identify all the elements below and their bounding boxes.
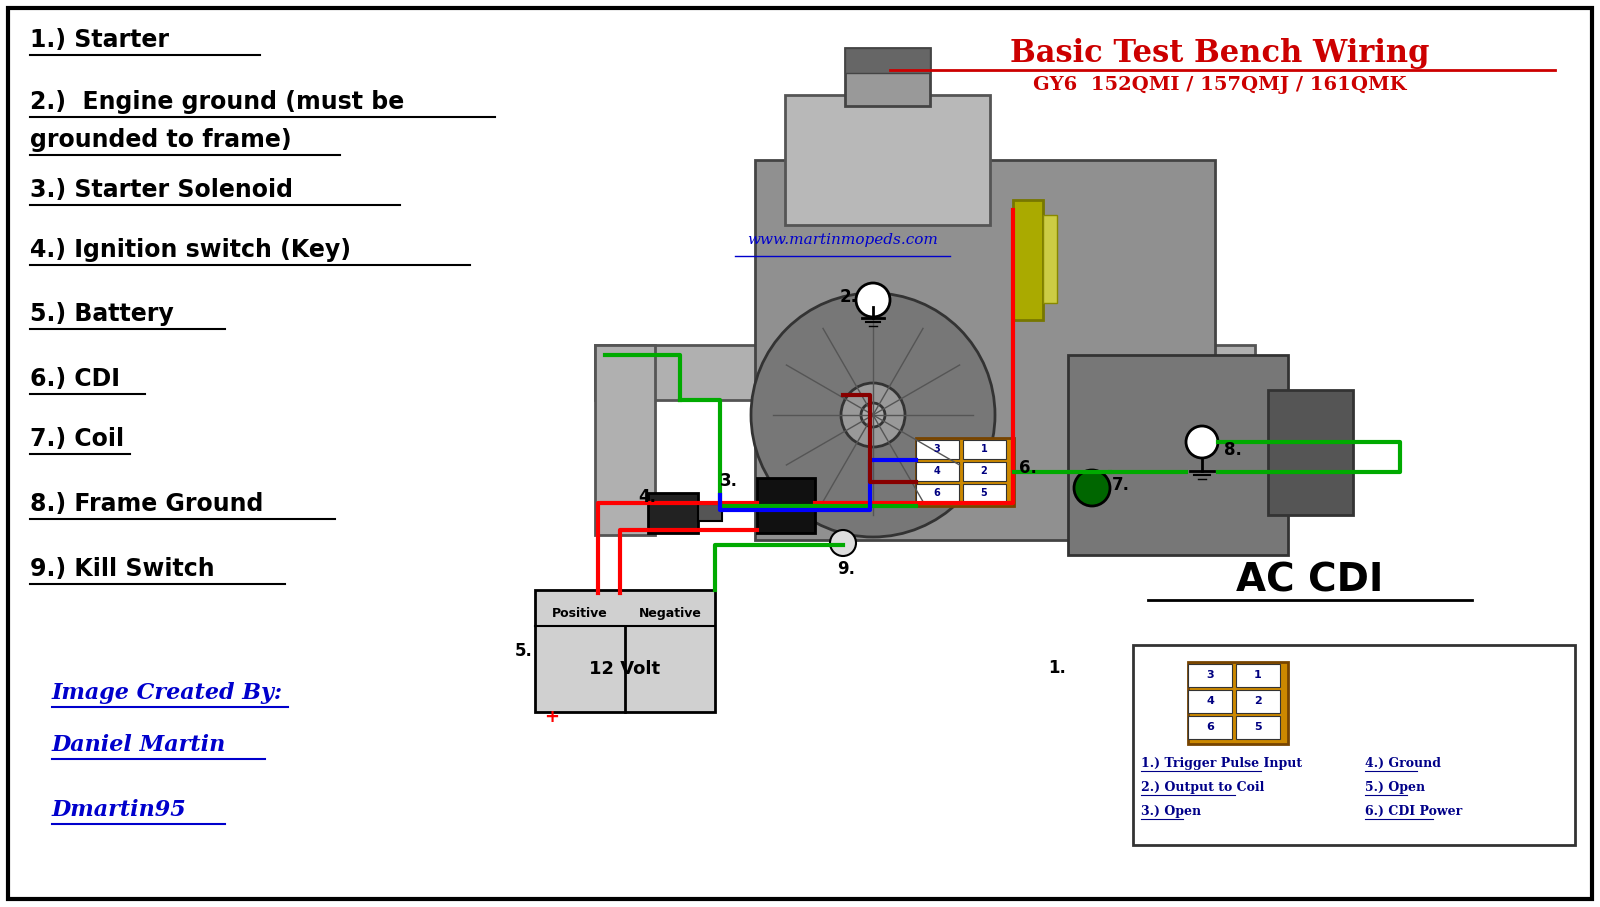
Bar bbox=[915, 440, 958, 459]
Bar bbox=[595, 345, 654, 535]
Bar bbox=[1235, 690, 1280, 713]
Text: 3.) Open: 3.) Open bbox=[1141, 805, 1202, 818]
Text: 2: 2 bbox=[981, 466, 987, 476]
Bar bbox=[1187, 664, 1232, 687]
Text: GY6  152QMI / 157QMJ / 161QMK: GY6 152QMI / 157QMJ / 161QMK bbox=[1034, 76, 1406, 94]
Circle shape bbox=[750, 293, 995, 537]
Bar bbox=[1133, 645, 1574, 845]
Text: 9.: 9. bbox=[837, 560, 854, 578]
Text: 7.: 7. bbox=[1112, 476, 1130, 494]
Text: 2: 2 bbox=[1254, 697, 1262, 707]
Text: 1.: 1. bbox=[1048, 659, 1066, 677]
Bar bbox=[1187, 716, 1232, 739]
Bar bbox=[1069, 355, 1288, 555]
Bar bbox=[757, 478, 814, 533]
Text: 4: 4 bbox=[934, 466, 941, 476]
Text: 4.) Ignition switch (Key): 4.) Ignition switch (Key) bbox=[30, 238, 350, 262]
Bar bbox=[1235, 664, 1280, 687]
Bar bbox=[755, 160, 1214, 540]
Text: 1.) Starter: 1.) Starter bbox=[30, 28, 170, 52]
Text: 1: 1 bbox=[981, 444, 987, 454]
Text: 3: 3 bbox=[934, 444, 941, 454]
Bar bbox=[915, 484, 958, 503]
Text: 3.: 3. bbox=[720, 472, 738, 490]
Text: grounded to frame): grounded to frame) bbox=[30, 128, 291, 152]
Bar bbox=[1267, 390, 1354, 515]
Text: 5.) Battery: 5.) Battery bbox=[30, 302, 174, 326]
Text: Negative: Negative bbox=[638, 607, 701, 620]
Text: 4: 4 bbox=[1206, 697, 1214, 707]
Text: 3: 3 bbox=[1206, 670, 1214, 680]
Bar bbox=[963, 440, 1006, 459]
Text: Dmartin95: Dmartin95 bbox=[51, 799, 187, 821]
Text: 8.) Frame Ground: 8.) Frame Ground bbox=[30, 492, 264, 516]
Text: 4.) Ground: 4.) Ground bbox=[1365, 757, 1442, 770]
Bar bbox=[1013, 200, 1043, 320]
Bar bbox=[698, 504, 722, 521]
Text: 8.: 8. bbox=[1224, 441, 1242, 459]
Text: 3.) Starter Solenoid: 3.) Starter Solenoid bbox=[30, 178, 293, 202]
Text: 6.) CDI: 6.) CDI bbox=[30, 367, 120, 391]
Text: 6.: 6. bbox=[1019, 459, 1037, 477]
Text: 4.: 4. bbox=[638, 488, 656, 506]
Bar bbox=[963, 462, 1006, 481]
Text: 6.) CDI Power: 6.) CDI Power bbox=[1365, 805, 1462, 818]
Text: 1.) Trigger Pulse Input: 1.) Trigger Pulse Input bbox=[1141, 757, 1302, 770]
Bar bbox=[845, 48, 930, 73]
Bar bbox=[1187, 690, 1232, 713]
Text: Image Created By:: Image Created By: bbox=[51, 682, 283, 704]
Bar bbox=[1043, 215, 1058, 303]
Bar bbox=[648, 493, 698, 533]
Text: AC CDI: AC CDI bbox=[1237, 561, 1384, 599]
Text: 9.) Kill Switch: 9.) Kill Switch bbox=[30, 557, 214, 581]
Text: 5: 5 bbox=[1254, 723, 1262, 733]
Text: 5.: 5. bbox=[515, 642, 533, 660]
Text: Daniel Martin: Daniel Martin bbox=[51, 734, 226, 756]
Text: 7.) Coil: 7.) Coil bbox=[30, 427, 125, 451]
Text: 5: 5 bbox=[981, 489, 987, 499]
Bar bbox=[786, 95, 990, 225]
Text: Positive: Positive bbox=[552, 607, 608, 620]
Bar bbox=[1187, 662, 1288, 744]
Text: 2.)  Engine ground (must be: 2.) Engine ground (must be bbox=[30, 90, 405, 114]
Circle shape bbox=[830, 530, 856, 556]
Bar bbox=[595, 345, 1254, 400]
Bar bbox=[915, 438, 1014, 506]
Circle shape bbox=[1074, 470, 1110, 506]
Text: 12 Volt: 12 Volt bbox=[589, 660, 661, 678]
Text: 5.) Open: 5.) Open bbox=[1365, 781, 1426, 794]
Text: 6: 6 bbox=[934, 489, 941, 499]
Bar bbox=[534, 590, 715, 712]
Circle shape bbox=[842, 383, 906, 447]
Text: 1: 1 bbox=[1254, 670, 1262, 680]
Text: +: + bbox=[544, 708, 558, 726]
Bar bbox=[845, 48, 930, 106]
Bar bbox=[1235, 716, 1280, 739]
Bar bbox=[963, 484, 1006, 503]
Text: www.martinmopeds.com: www.martinmopeds.com bbox=[747, 233, 939, 247]
Text: Basic Test Bench Wiring: Basic Test Bench Wiring bbox=[1010, 38, 1430, 69]
Circle shape bbox=[856, 283, 890, 317]
Text: 6: 6 bbox=[1206, 723, 1214, 733]
Circle shape bbox=[861, 403, 885, 427]
Circle shape bbox=[1186, 426, 1218, 458]
Text: 2.: 2. bbox=[840, 288, 858, 306]
Bar bbox=[915, 462, 958, 481]
Text: 2.) Output to Coil: 2.) Output to Coil bbox=[1141, 781, 1264, 794]
